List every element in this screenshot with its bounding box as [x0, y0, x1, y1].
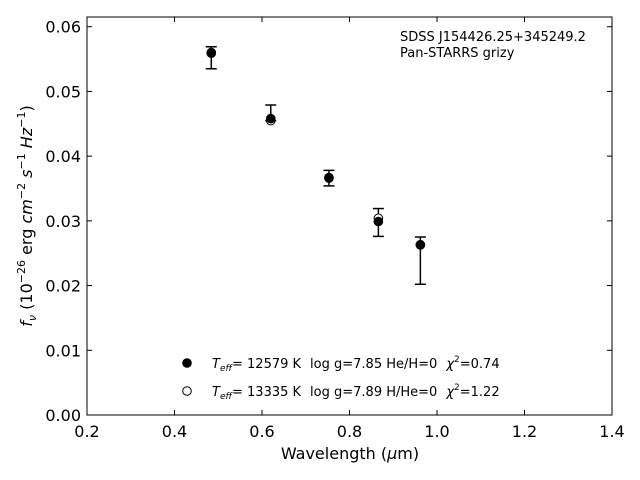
data-point-filled	[373, 216, 384, 227]
legend-marker-open	[182, 386, 192, 396]
annotation-line-1: SDSS J154426.25+345249.2	[400, 30, 586, 45]
x-tick-label: 0.4	[162, 422, 187, 441]
data-point-filled	[324, 172, 334, 183]
y-tick-label: 0.04	[45, 147, 81, 166]
y-tick-label: 0.02	[45, 277, 81, 296]
data-points	[206, 47, 426, 250]
plot-frame	[86, 16, 613, 416]
x-tick-label: 0.2	[74, 422, 99, 441]
legend-marker-filled	[182, 358, 192, 368]
x-tick-label: 1.0	[424, 422, 449, 441]
data-point-filled	[265, 113, 276, 124]
x-axis-label: Wavelength (μm)	[281, 444, 419, 463]
annotation-line-2: Pan-STARRS grizy	[400, 46, 515, 61]
x-tick-label: 0.6	[249, 422, 274, 441]
data-point-filled	[206, 48, 217, 59]
y-tick-label: 0.01	[45, 341, 81, 360]
y-tick-label: 0.06	[45, 18, 81, 37]
error-bars	[205, 46, 426, 286]
x-tick-label: 1.4	[599, 422, 624, 441]
y-tick-label: 0.00	[45, 406, 81, 425]
y-tick-label: 0.03	[45, 212, 81, 231]
data-point-filled	[415, 239, 426, 250]
y-tick-label: 0.05	[45, 82, 81, 101]
x-tick-label: 0.8	[337, 422, 362, 441]
y-axis-label: fν (10−26 erg cm−2 s−1 Hz−1)	[15, 105, 39, 326]
x-tick-label: 1.2	[512, 422, 537, 441]
axis-ticks: 0.2 0.4 0.6 0.8 1.0 1.2 1.4 0.00 0.01 0.02 0.03 0.0…	[45, 17, 625, 441]
